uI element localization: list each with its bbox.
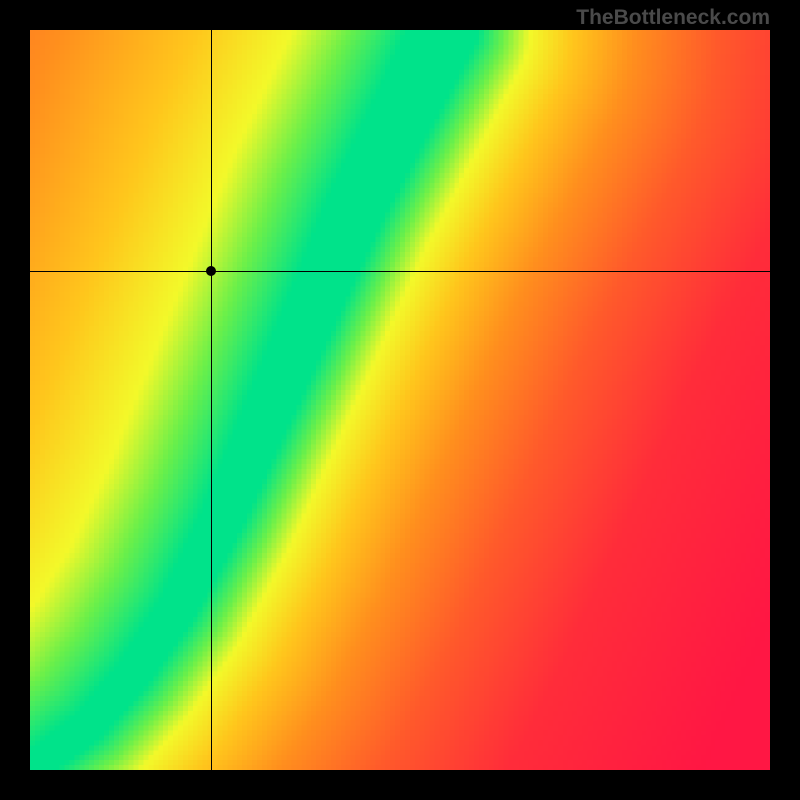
crosshair-vertical bbox=[211, 30, 212, 770]
watermark-text: TheBottleneck.com bbox=[576, 6, 770, 30]
plot-area bbox=[30, 30, 770, 770]
chart-container: TheBottleneck.com bbox=[0, 0, 800, 800]
crosshair-marker bbox=[206, 266, 216, 276]
heatmap-canvas bbox=[30, 30, 770, 770]
crosshair-horizontal bbox=[30, 271, 770, 272]
